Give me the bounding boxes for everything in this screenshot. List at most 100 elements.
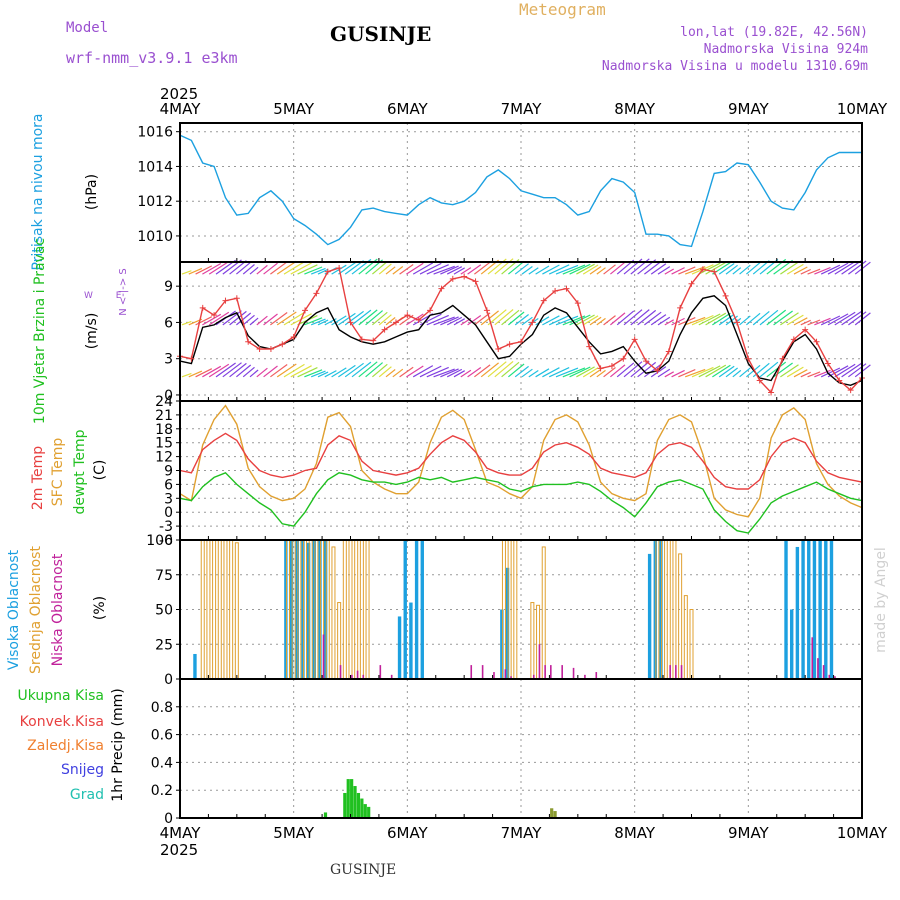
wind-direction-arrow <box>181 320 192 326</box>
wind-direction-arrow <box>569 314 591 326</box>
wind-compass-we: W E <box>84 291 122 301</box>
wind-direction-arrow <box>310 370 326 378</box>
wind-direction-arrow <box>446 316 463 326</box>
precip-legend-total: Ukupna Kisa <box>17 688 104 704</box>
wind-direction-arrow <box>317 371 329 378</box>
wind-direction-arrow <box>392 266 404 275</box>
day-label-top: 4MAY <box>160 100 202 118</box>
mid-cloud-bar <box>234 542 239 680</box>
year-top-label: 2025 <box>160 85 198 103</box>
wind-gust-marker <box>302 307 309 314</box>
wind-direction-arrow <box>610 261 626 275</box>
wind-direction-arrow <box>283 311 305 326</box>
wind-direction-arrow <box>848 311 867 326</box>
wind-direction-arrow <box>596 317 606 326</box>
precip-unit: 1hr Precip (mm) <box>110 688 126 801</box>
wind-direction-arrow <box>766 361 787 378</box>
mid-cloud-bar <box>325 539 330 680</box>
wind-direction-arrow <box>603 315 616 326</box>
cloud-unit: (%) <box>92 596 108 620</box>
y-tick-label: 50 <box>155 603 173 619</box>
high-cloud-bar <box>801 540 805 679</box>
wind-direction-arrow <box>304 369 323 378</box>
wind-direction-arrow <box>467 264 482 275</box>
precip-legend-conv: Konvek.Kisa <box>20 714 104 730</box>
wind-direction-arrow <box>657 316 671 326</box>
low-cloud-bar <box>572 667 575 679</box>
mid-cloud-bar <box>541 546 546 680</box>
day-label-bottom: 5MAY <box>273 824 315 842</box>
pressure-title: Pritisak na nivou mora <box>30 113 46 270</box>
wind-direction-arrow <box>562 264 586 275</box>
high-cloud-bar <box>414 540 419 679</box>
wind-direction-arrow <box>582 367 599 378</box>
wind-direction-arrow <box>433 265 455 275</box>
wind-gust-marker <box>438 285 445 292</box>
low-cloud-bar <box>532 674 535 679</box>
footer-station: GUSINJE <box>330 862 397 878</box>
y-tick-label: 9 <box>164 464 173 480</box>
wind-direction-arrow <box>188 370 203 378</box>
mid-cloud-bar <box>348 539 353 680</box>
wind-direction-arrow <box>630 309 650 326</box>
y-tick-label: -3 <box>159 519 173 535</box>
day-label-bottom: 6MAY <box>387 824 429 842</box>
low-cloud-bar <box>680 665 683 679</box>
wind-direction-arrow <box>446 266 463 275</box>
wind-gust-marker <box>631 336 638 343</box>
wind-direction-arrow <box>358 361 378 378</box>
wind-direction-arrow <box>460 267 472 275</box>
mid-cloud-bar <box>661 539 666 680</box>
mid-cloud-bar <box>285 539 290 680</box>
wind-direction-arrow <box>691 314 714 326</box>
wind-direction-arrow <box>406 262 424 275</box>
wind-direction-arrow <box>814 266 831 275</box>
wind-direction-arrow <box>542 315 560 326</box>
mid-cloud-bar <box>291 539 296 680</box>
wind-direction-arrow <box>739 315 751 326</box>
day-label-bottom: 8MAY <box>614 824 656 842</box>
wind-direction-arrow <box>807 371 821 378</box>
wind-direction-arrow <box>453 267 466 275</box>
wind-direction-arrow <box>521 316 533 326</box>
wind-gust-marker <box>483 307 490 314</box>
precip-bar <box>343 792 347 818</box>
wind-direction-arrow <box>644 260 662 275</box>
wind-direction-arrow <box>474 364 491 378</box>
wind-gust-marker <box>711 268 718 275</box>
wind-direction-arrow <box>453 370 465 378</box>
wind-direction-arrow <box>684 266 706 275</box>
y-tick-label: 12 <box>155 450 173 466</box>
wind-direction-arrow <box>780 312 799 326</box>
wind-direction-arrow <box>440 265 459 275</box>
high-cloud-bar <box>812 540 817 679</box>
high-cloud-bar <box>323 540 328 679</box>
wind-direction-arrow <box>270 364 288 378</box>
wind-direction-arrow <box>508 260 525 275</box>
wind-direction-arrow <box>433 316 455 326</box>
wind-direction-arrow <box>290 262 312 275</box>
wind-direction-arrow <box>508 311 525 326</box>
wind-direction-arrow <box>202 365 222 378</box>
wind-gust-marker <box>370 337 377 344</box>
wind-direction-arrow <box>725 367 738 378</box>
wind-direction-arrow <box>521 368 533 378</box>
wind-direction-arrow <box>664 371 674 378</box>
mid-cloud-bar <box>314 539 319 680</box>
wind-gust-marker <box>677 304 684 311</box>
wind-direction-arrow <box>732 369 742 378</box>
wind-direction-arrow <box>181 270 192 275</box>
wind-direction-arrow <box>202 313 222 326</box>
wind-direction-arrow <box>392 368 404 378</box>
wind-gust-marker <box>199 304 206 311</box>
wind-direction-arrow <box>576 263 595 275</box>
day-label-top: 7MAY <box>501 100 543 118</box>
y-tick-label: 0.2 <box>151 783 173 799</box>
wind-direction-arrow <box>705 364 727 378</box>
cloud-label-high: Visoka Oblacnost <box>6 549 22 670</box>
wind-gust-marker <box>745 355 752 362</box>
wind-direction-arrow <box>623 309 643 326</box>
precip-bar <box>360 798 364 818</box>
mid-cloud-bar <box>666 539 671 680</box>
wind-title: 10m Vjetar Brzina i Pravac <box>32 238 48 424</box>
